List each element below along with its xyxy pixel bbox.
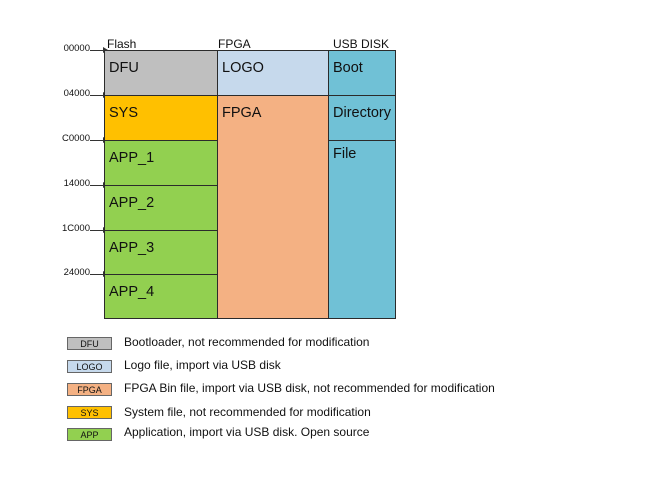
block-label: FPGA	[222, 105, 262, 121]
block-label: LOGO	[222, 60, 264, 76]
flash-block-app-2: APP_2	[104, 185, 218, 231]
flash-block-dfu: DFU	[104, 50, 218, 96]
legend-text-dfu: Bootloader, not recommended for modifica…	[124, 335, 370, 349]
legend-swatch-app: APP	[67, 428, 112, 441]
block-label: File	[333, 146, 357, 162]
legend-text-sys: System file, not recommended for modific…	[124, 405, 371, 419]
fpga-block-logo: LOGO	[217, 50, 329, 96]
address-tick	[90, 47, 108, 53]
block-label: APP_3	[109, 240, 155, 256]
column-header-usb-disk: USB DISK	[333, 37, 390, 51]
usb-block-boot: Boot	[328, 50, 396, 96]
block-label: Boot	[333, 60, 363, 76]
flash-block-app-1: APP_1	[104, 140, 218, 186]
address-label: 14000	[63, 178, 90, 189]
legend-swatch-dfu: DFU	[67, 337, 112, 350]
usb-block-directory: Directory	[328, 95, 396, 141]
block-label: APP_2	[109, 195, 155, 211]
address-label: 00000	[63, 43, 90, 54]
legend-text-app: Application, import via USB disk. Open s…	[124, 425, 370, 439]
flash-block-sys: SYS	[104, 95, 218, 141]
block-label: Directory	[333, 105, 392, 121]
flash-block-app-4: APP_4	[104, 274, 218, 319]
address-tick	[90, 137, 108, 143]
block-label: DFU	[109, 60, 139, 76]
address-label: C0000	[62, 133, 90, 144]
fpga-block-fpga: FPGA	[217, 95, 329, 319]
address-label: 24000	[63, 267, 90, 278]
block-label: APP_1	[109, 150, 155, 166]
column-header-flash: Flash	[107, 37, 137, 51]
block-label: SYS	[109, 105, 139, 121]
legend-text-fpga: FPGA Bin file, import via USB disk, not …	[124, 381, 495, 395]
legend-text-logo: Logo file, import via USB disk	[124, 358, 281, 372]
address-tick	[90, 182, 108, 188]
block-label: APP_4	[109, 284, 155, 300]
address-label: 04000	[63, 88, 90, 99]
address-tick	[90, 92, 108, 98]
column-header-fpga: FPGA	[218, 37, 251, 51]
address-label: 1C000	[62, 223, 90, 234]
usb-block-file: File	[328, 140, 396, 319]
legend-swatch-fpga: FPGA	[67, 383, 112, 396]
legend-swatch-logo: LOGO	[67, 360, 112, 373]
legend-swatch-sys: SYS	[67, 406, 112, 419]
address-tick	[90, 227, 108, 233]
flash-block-app-3: APP_3	[104, 230, 218, 275]
address-tick	[90, 271, 108, 277]
